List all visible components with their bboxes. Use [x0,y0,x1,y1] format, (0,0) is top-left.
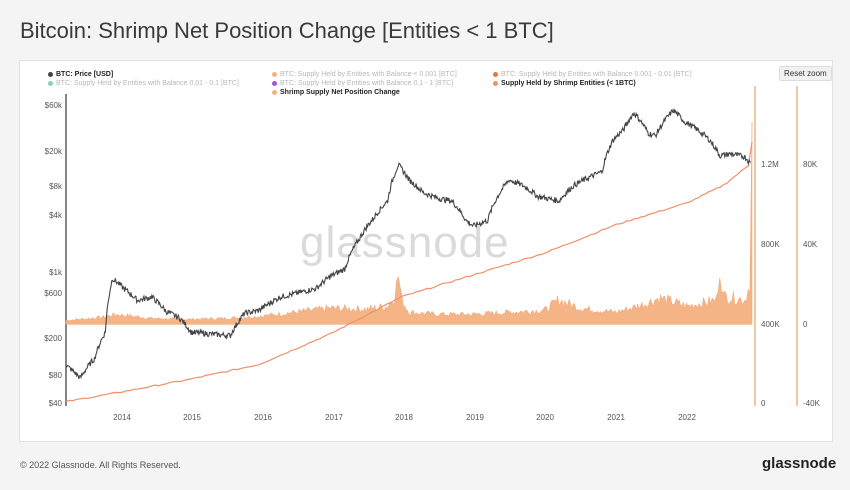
legend-label: Shrimp Supply Net Position Change [280,89,400,96]
reset-zoom-button[interactable]: Reset zoom [779,66,832,81]
supply-tick-label: 400K [761,320,780,329]
x-tick-label: 2016 [254,413,272,422]
legend-dot-icon [272,89,277,95]
price-tick-label: $200 [44,334,62,343]
price-tick-label: $4k [49,211,62,220]
legend-label: BTC: Price [USD] [56,71,114,78]
legend-item-supply-0001-001[interactable]: BTC: Supply Held by Entities with Balanc… [493,71,692,78]
legend-item-supply-lt-0001[interactable]: BTC: Supply Held by Entities with Balanc… [272,71,457,78]
legend-item-price[interactable]: BTC: Price [USD] [48,71,113,78]
price-tick-label: $1k [49,268,62,277]
watermark: glassnode [300,218,510,267]
netchange-tick-label: -40K [803,399,820,408]
legend-item-supply-001-01[interactable]: BTC: Supply Held by Entities with Balanc… [48,80,239,87]
x-tick-label: 2022 [678,413,696,422]
page-title: Bitcoin: Shrimp Net Position Change [Ent… [20,18,554,43]
legend-label: BTC: Supply Held by Entities with Balanc… [56,80,239,87]
supply-tick-label: 800K [761,240,780,249]
legend-dot-icon [48,71,53,77]
series-btc-price [65,108,752,380]
legend-label: BTC: Supply Held by Entities with Balanc… [280,71,457,78]
x-tick-label: 2014 [113,413,131,422]
legend-label: BTC: Supply Held by Entities with Balanc… [280,80,454,87]
x-tick-label: 2019 [466,413,484,422]
netchange-tick-label: 0 [803,320,808,329]
price-tick-label: $600 [44,289,62,298]
netchange-tick-label: 40K [803,240,818,249]
legend-item-shrimp-supply[interactable]: Supply Held by Shrimp Entities (< 1BTC) [493,80,636,87]
supply-tick-label: 1.2M [761,160,779,169]
legend-label: BTC: Supply Held by Entities with Balanc… [501,71,692,78]
legend-dot-icon [493,80,498,86]
price-tick-label: $20k [44,147,62,156]
price-tick-label: $80 [48,371,62,380]
price-tick-label: $60k [44,101,62,110]
legend-dot-icon [493,71,498,77]
x-tick-label: 2021 [607,413,625,422]
legend-dot-icon [48,80,53,86]
chart-card [19,60,833,442]
netchange-tick-label: 80K [803,160,818,169]
x-tick-label: 2020 [536,413,554,422]
series-shrimp-supply [65,141,753,402]
price-tick-label: $8k [49,182,62,191]
legend-dot-icon [272,71,277,77]
legend-item-supply-01-1[interactable]: BTC: Supply Held by Entities with Balanc… [272,80,453,87]
supply-tick-label: 0 [761,399,766,408]
x-tick-label: 2015 [183,413,201,422]
footer-copyright: © 2022 Glassnode. All Rights Reserved. [20,460,181,470]
x-tick-label: 2017 [325,413,343,422]
legend-label: Supply Held by Shrimp Entities (< 1BTC) [501,80,636,87]
price-tick-label: $40 [48,399,62,408]
legend-item-net-position-change[interactable]: Shrimp Supply Net Position Change [272,89,400,96]
footer-logo[interactable]: glassnode [762,455,837,472]
x-tick-label: 2018 [395,413,413,422]
legend-dot-icon [272,80,277,86]
